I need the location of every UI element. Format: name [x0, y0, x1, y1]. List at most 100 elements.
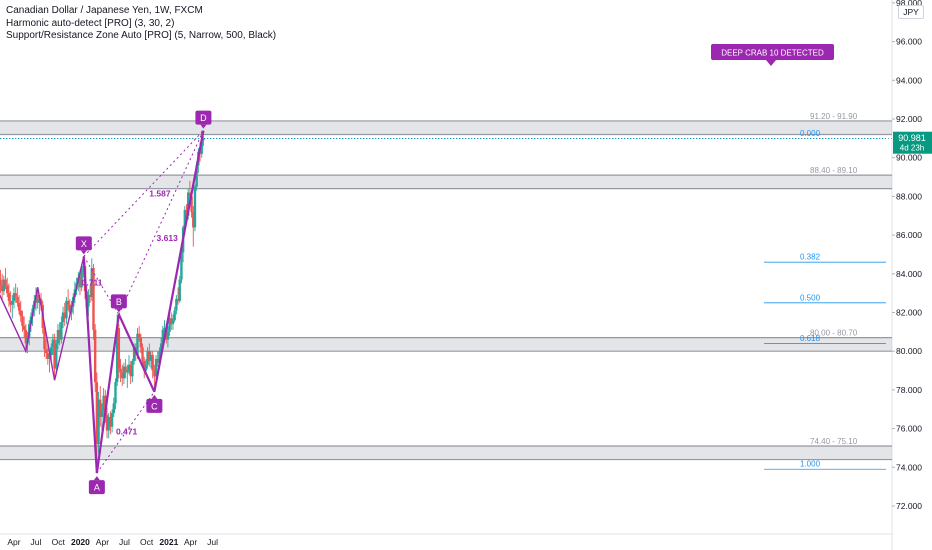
sr-zone-label: 80.00 - 80.70 [810, 329, 858, 338]
pattern-ratio-label: 1.587 [149, 188, 171, 198]
y-tick-label: 78.000 [896, 385, 922, 395]
pattern-leg-bc [117, 313, 156, 393]
candle-body [11, 300, 14, 305]
pattern-leg-cd [153, 130, 205, 393]
y-tick-label: 88.000 [896, 191, 922, 201]
candle-body [126, 370, 129, 373]
candle-body [100, 411, 104, 417]
candle-body [110, 413, 114, 427]
candle-body [51, 339, 55, 348]
bar-countdown: 4d 23h [900, 144, 924, 153]
candle-body [114, 382, 117, 404]
candle-body [92, 267, 95, 330]
y-tick-label: 74.000 [896, 462, 922, 472]
pattern-leg-xa [82, 256, 98, 474]
price-axis[interactable] [892, 0, 932, 550]
pattern-point-marker[interactable] [88, 480, 105, 495]
candle-body [166, 331, 170, 340]
candle-body [127, 364, 131, 371]
sr-zone [0, 120, 892, 135]
pattern-ratio-label: 0.711 [82, 277, 103, 287]
pattern-point-marker[interactable] [146, 398, 163, 413]
alert-badge[interactable] [711, 44, 834, 60]
x-tick-label: Oct [140, 537, 154, 547]
candle-body [93, 329, 97, 383]
candle-body [193, 186, 197, 228]
y-tick-label: 86.000 [896, 230, 922, 240]
pattern-xd-dotted [83, 130, 204, 257]
x-tick-label: 2020 [71, 537, 90, 547]
candle-body [61, 312, 65, 323]
candle-body [176, 298, 180, 301]
symbol-title[interactable]: Canadian Dollar / Japanese Yen, 1W, FXCM [6, 5, 203, 16]
candle-body [0, 279, 2, 286]
pattern-point-pointer [80, 250, 87, 255]
y-tick-label: 98.000 [896, 0, 922, 8]
pattern-bd-dotted [118, 130, 204, 315]
pattern-point-label: B [116, 297, 122, 307]
fib-level-label: 0.382 [800, 253, 821, 262]
candle-body [9, 300, 12, 305]
candle-body [151, 355, 154, 371]
candle-body [87, 295, 90, 307]
pattern-point-pointer [151, 394, 158, 399]
pattern-point-marker[interactable] [195, 110, 212, 125]
pattern-point-label: A [94, 483, 100, 493]
candle-body [192, 211, 195, 228]
candle-body [16, 297, 19, 303]
candle-body [188, 192, 192, 197]
candle-body [148, 351, 151, 361]
candle-body [53, 339, 56, 369]
candle-body [78, 277, 82, 288]
candle-body [202, 138, 205, 141]
fib-level-label: 0.500 [800, 293, 821, 302]
candle-body [43, 327, 46, 350]
candle-body [154, 358, 158, 377]
candle-body [66, 300, 70, 305]
candle-body [190, 196, 193, 212]
candle-body [185, 209, 188, 216]
candle-body [186, 192, 190, 216]
candle-body [109, 416, 112, 427]
candle-body [119, 368, 122, 373]
current-price-label[interactable] [893, 131, 932, 154]
candle-body [58, 329, 61, 340]
candle-body [44, 349, 48, 354]
x-tick-label: Jul [207, 537, 218, 547]
candle-body [146, 351, 149, 365]
candle-body [2, 279, 6, 292]
x-tick-label: Jul [31, 537, 42, 547]
candle-body [4, 279, 7, 286]
pattern-point-label: X [81, 239, 87, 249]
candle-body [90, 267, 93, 298]
candle-body [163, 327, 166, 330]
candle-body [141, 347, 144, 361]
candle-body [99, 399, 102, 417]
indicator-harmonic[interactable]: Harmonic auto-detect [PRO] (3, 30, 2) [6, 17, 175, 29]
candle-body [112, 403, 115, 414]
sr-zone [0, 175, 892, 189]
candle-body [156, 358, 159, 363]
sr-zone-label: 74.40 - 75.10 [810, 437, 858, 446]
candle-body [175, 298, 178, 311]
pattern-point-marker[interactable] [110, 294, 127, 309]
currency-button[interactable]: JPY [898, 5, 924, 19]
pattern-point-marker[interactable] [75, 236, 92, 251]
candle-body [122, 366, 126, 379]
candle-body [12, 293, 16, 301]
candle-body [183, 209, 187, 228]
candle-body [117, 327, 121, 369]
candle-body [36, 295, 39, 303]
candle-body [153, 370, 156, 377]
y-tick-label: 92.000 [896, 114, 922, 124]
candle-body [132, 347, 136, 361]
x-tick-label: Apr [7, 537, 20, 547]
indicator-sr-zone[interactable]: Support/Resistance Zone Auto [PRO] (5, N… [6, 30, 277, 41]
candle-body [161, 329, 165, 344]
candle-body [24, 329, 28, 344]
x-tick-label: Jul [119, 537, 130, 547]
candle-body [63, 312, 66, 319]
candle-body [107, 416, 110, 431]
